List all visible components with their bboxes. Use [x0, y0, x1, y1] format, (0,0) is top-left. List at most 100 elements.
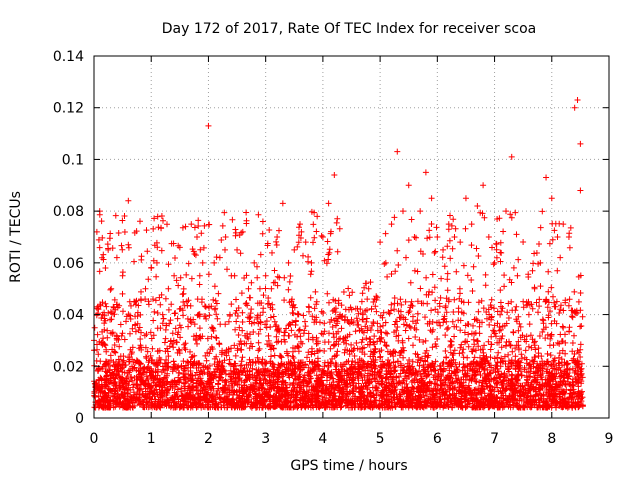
- data-point: [560, 221, 567, 228]
- data-point: [388, 221, 395, 228]
- data-point: [434, 234, 441, 240]
- data-point: [285, 259, 292, 266]
- data-point: [571, 104, 578, 111]
- data-point: [382, 259, 389, 266]
- data-point: [365, 285, 372, 292]
- data-point: [274, 234, 281, 240]
- data-point: [337, 311, 344, 318]
- x-tick-label: 8: [547, 431, 556, 447]
- x-axis-label: GPS time / hours: [290, 458, 407, 474]
- data-point: [462, 195, 469, 202]
- data-point: [297, 221, 303, 228]
- data-point: [405, 182, 412, 189]
- y-tick-label: 0.08: [53, 204, 84, 220]
- data-point: [377, 239, 384, 246]
- data-point: [228, 272, 235, 279]
- data-point: [440, 246, 447, 253]
- data-point: [577, 140, 584, 147]
- data-point: [554, 234, 561, 240]
- data-point: [165, 285, 172, 292]
- data-point: [159, 311, 166, 318]
- data-point: [348, 316, 355, 323]
- x-tick-label: 2: [204, 431, 213, 447]
- data-point: [222, 234, 229, 240]
- data-point: [268, 285, 275, 292]
- data-point: [125, 241, 132, 248]
- data-point: [417, 208, 424, 215]
- data-point: [520, 298, 527, 305]
- x-tick-label: 5: [376, 431, 385, 447]
- x-tick-label: 3: [261, 431, 270, 447]
- data-point: [148, 265, 155, 272]
- data-point: [474, 202, 481, 209]
- data-point: [508, 153, 515, 160]
- data-point: [102, 265, 109, 272]
- data-point: [525, 311, 532, 318]
- data-point: [262, 272, 269, 279]
- x-tick-label: 4: [318, 431, 327, 447]
- data-point: [354, 321, 361, 328]
- x-tick-label: 0: [90, 431, 99, 447]
- data-point: [291, 246, 298, 253]
- data-point: [131, 298, 138, 305]
- data-point: [279, 200, 286, 207]
- y-tick-label: 0.14: [53, 49, 84, 65]
- data-point: [537, 259, 544, 266]
- data-point: [153, 259, 160, 266]
- x-tick-label: 1: [147, 431, 156, 447]
- data-point: [531, 285, 538, 292]
- data-point: [325, 200, 332, 207]
- data-point: [256, 285, 263, 292]
- data-point: [342, 306, 349, 313]
- data-point: [514, 272, 521, 279]
- data-point: [119, 272, 126, 279]
- data-point: [422, 169, 429, 176]
- data-point: [93, 228, 100, 235]
- chart-title: Day 172 of 2017, Rate Of TEC Index for r…: [162, 21, 537, 37]
- data-point: [302, 239, 309, 246]
- data-point: [239, 228, 246, 235]
- data-point: [565, 234, 572, 240]
- data-point: [468, 221, 475, 228]
- x-tick-label: 9: [605, 431, 614, 447]
- axis-ticks: [93, 55, 610, 419]
- y-tick-label: 0.1: [62, 152, 84, 168]
- data-point: [199, 259, 206, 266]
- data-point: [113, 254, 120, 261]
- data-point: [428, 195, 435, 202]
- data-point: [216, 254, 223, 261]
- data-point: [543, 174, 550, 181]
- data-point: [136, 324, 143, 331]
- data-point: [234, 246, 241, 253]
- y-tick-label: 0.02: [53, 359, 84, 375]
- data-point: [211, 259, 218, 266]
- y-axis-tick-labels: 0 0.02 0.04 0.06 0.08 0.1 0.12 0.14: [53, 49, 84, 427]
- data-point: [485, 234, 492, 240]
- data-point: [451, 234, 458, 240]
- x-tick-label: 6: [433, 431, 442, 447]
- y-tick-label: 0.06: [53, 256, 84, 272]
- data-point: [574, 96, 581, 103]
- data-point: [548, 195, 555, 202]
- data-point: [319, 234, 326, 240]
- y-axis-label: ROTI / TECUs: [8, 191, 24, 283]
- data-point: [331, 171, 338, 178]
- data-point: [194, 234, 200, 240]
- data-point: [99, 311, 106, 318]
- data-point: [445, 221, 452, 228]
- data-point: [411, 234, 418, 240]
- data-point: [577, 187, 584, 194]
- data-point: [251, 259, 258, 266]
- data-point: [497, 249, 504, 256]
- data-point: [400, 208, 406, 215]
- data-point: [308, 259, 315, 266]
- data-point: [394, 148, 401, 155]
- x-tick-label: 7: [490, 431, 499, 447]
- data-point: [188, 221, 195, 228]
- scatter-cloud: [91, 208, 586, 411]
- y-tick-label: 0.04: [53, 308, 84, 324]
- data-points: [91, 96, 586, 411]
- data-point: [171, 272, 178, 279]
- data-point: [314, 213, 321, 220]
